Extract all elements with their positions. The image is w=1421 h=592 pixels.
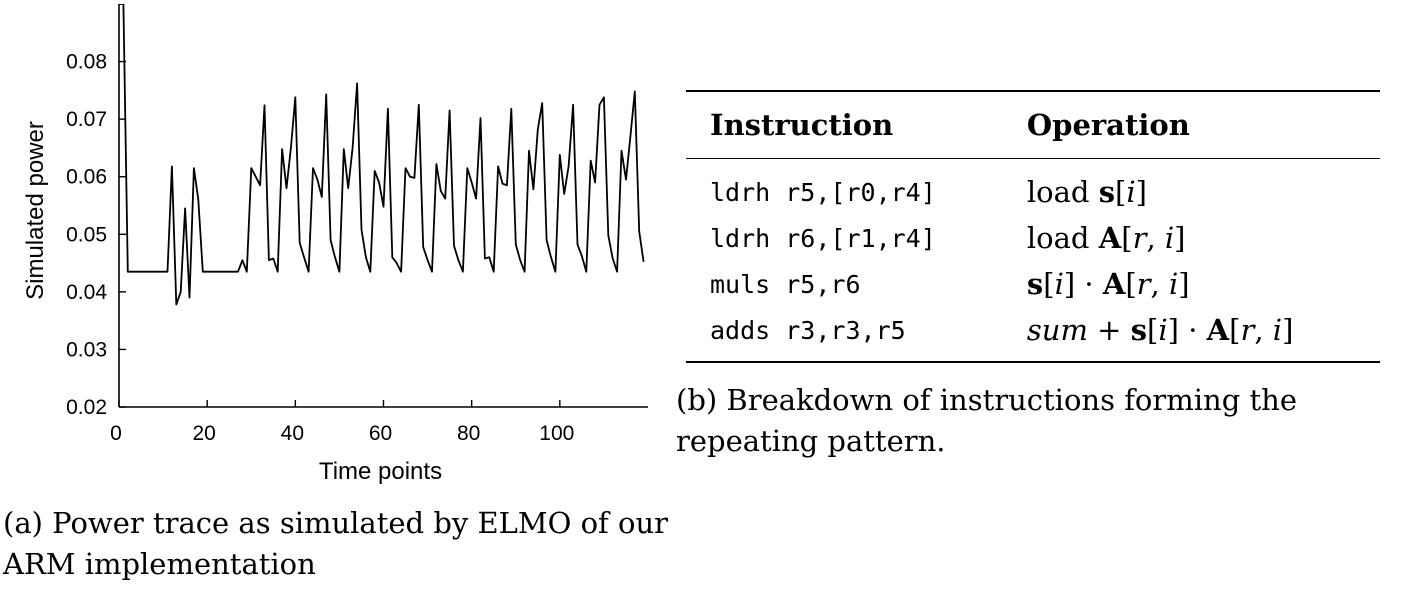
x-tick-label: 80: [457, 422, 480, 445]
x-tick-label: 20: [192, 422, 215, 445]
table-row: adds r3,r3,r5 sum + s[i] · A[r, i]: [686, 307, 1380, 362]
instruction-table: Instruction Operation ldrh r5,[r0,r4] lo…: [686, 90, 1380, 363]
header-instruction: Instruction: [710, 108, 894, 142]
y-tick-label: 0.02: [66, 396, 107, 419]
operation-cell: sum + s[i] · A[r, i]: [1026, 313, 1294, 347]
y-axis-label: Simulated power: [22, 121, 49, 300]
figure-b-caption: (b) Breakdown of instructions forming th…: [676, 383, 1297, 458]
y-tick-label: 0.07: [66, 108, 107, 131]
y-tick-label: 0.08: [66, 51, 107, 74]
y-tick-label: 0.03: [66, 338, 107, 361]
table-row: ldrh r6,[r1,r4] load A[r, i]: [686, 215, 1380, 261]
figure-a-caption: (a) Power trace as simulated by ELMO of …: [3, 506, 669, 581]
x-axis-label: Time points: [319, 458, 442, 485]
instruction-cell: muls r5,r6: [710, 269, 861, 299]
operation-cell: load s[i]: [1026, 175, 1147, 209]
series-line-0: [119, 4, 645, 306]
x-tick-label: 100: [539, 422, 574, 445]
operation-cell: load A[r, i]: [1026, 221, 1186, 255]
y-ticks: 0.02 0.03 0.04 0.05 0.06 0.07 0.08: [66, 51, 126, 419]
y-tick-label: 0.06: [66, 166, 107, 189]
x-tick-label: 0: [110, 422, 122, 445]
power-trace-series: [119, 4, 645, 306]
x-ticks: 0 20 40 60 80 100: [110, 400, 574, 445]
table-row: muls r5,r6 s[i] · A[r, i]: [686, 261, 1380, 307]
y-tick-label: 0.05: [66, 223, 107, 246]
table-header-row: Instruction Operation: [686, 91, 1380, 159]
y-tick-label: 0.04: [66, 281, 107, 304]
x-tick-label: 60: [369, 422, 392, 445]
table-row: ldrh r5,[r0,r4] load s[i]: [686, 159, 1380, 216]
instruction-cell: ldrh r5,[r0,r4]: [710, 177, 936, 207]
x-tick-label: 40: [281, 422, 304, 445]
instruction-cell: ldrh r6,[r1,r4]: [710, 223, 936, 253]
instruction-cell: adds r3,r3,r5: [710, 315, 906, 345]
operation-cell: s[i] · A[r, i]: [1026, 267, 1190, 301]
header-operation: Operation: [1026, 108, 1190, 142]
